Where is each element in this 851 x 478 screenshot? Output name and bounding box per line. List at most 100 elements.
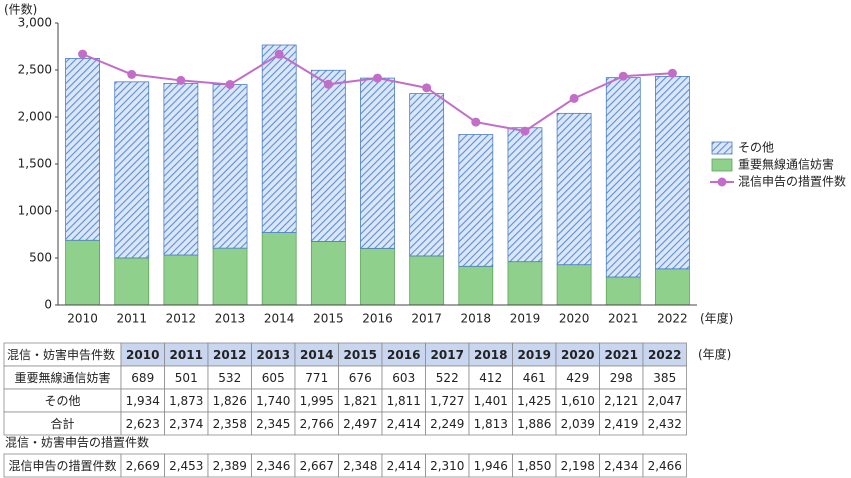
- table-cell-text: 412: [479, 371, 502, 385]
- table-cell-text: 1,934: [126, 394, 160, 408]
- table-cell-text: 2,432: [648, 417, 682, 431]
- table-cell-text: 合計: [50, 416, 74, 431]
- x-tick-label: 2010: [67, 312, 98, 326]
- table-header: 2012: [213, 348, 246, 362]
- table-header: 2020: [561, 348, 594, 362]
- bar-segment: [114, 257, 150, 306]
- table-cell-text: 1,813: [474, 417, 508, 431]
- table-cell-text: 1,821: [343, 394, 377, 408]
- bar-segment: [212, 247, 248, 306]
- table-header: 2021: [605, 348, 638, 362]
- table-cell-text: 2,667: [300, 459, 334, 473]
- table-cell-text: 532: [218, 371, 241, 385]
- line-marker: [127, 69, 137, 79]
- table-cell-text: 603: [392, 371, 415, 385]
- table-cell-text: 2,039: [561, 417, 595, 431]
- bar-segment: [409, 93, 445, 257]
- line-marker: [471, 117, 481, 127]
- legend-label: 混信申告の措置件数: [738, 174, 846, 189]
- table-header: 2011: [170, 348, 203, 362]
- table-cell-text: 1,826: [213, 394, 247, 408]
- table-header: 2016: [387, 348, 420, 362]
- bar-segment: [261, 44, 297, 233]
- legend-swatch: [711, 158, 733, 172]
- line-marker: [323, 79, 333, 89]
- table-cell-text: 2,345: [256, 417, 290, 431]
- line-marker: [569, 93, 579, 103]
- table-cell-text: 2,374: [169, 417, 203, 431]
- x-tick-label: 2017: [411, 312, 442, 326]
- line-marker: [373, 73, 382, 83]
- table-header: 2010: [126, 348, 159, 362]
- table: 混信・妨害申告件数 2010 2011 2012 2013 2014 2015 2016 201…: [3, 342, 731, 478]
- table-header: 2015: [344, 348, 377, 362]
- table-cell: [642, 453, 687, 478]
- bar-segment: [655, 75, 690, 270]
- line-marker: [176, 75, 186, 85]
- table-cell-text: 1,946: [474, 459, 508, 473]
- y-tick-label: 1,000: [18, 204, 52, 218]
- table-header: 2013: [257, 348, 290, 362]
- x-tick-label: 2014: [264, 312, 295, 326]
- table-cell-text: 1,995: [300, 394, 334, 408]
- x-tick-label: 2016: [362, 312, 393, 326]
- table-cell-text: 2,249: [430, 417, 464, 431]
- table-cell-text: 298: [610, 371, 633, 385]
- bar-segment: [360, 247, 395, 306]
- bar-segment: [114, 81, 150, 259]
- table-cell-text: 689: [131, 371, 154, 385]
- table-cell-text: 重要無線通信妨害: [14, 370, 110, 385]
- y-tick-label: 2,500: [18, 63, 52, 77]
- legend-label: 重要無線通信妨害: [738, 157, 834, 172]
- bar-segment: [310, 69, 346, 242]
- bar-segment: [65, 58, 100, 241]
- x-tick-label: 2011: [116, 312, 147, 326]
- table-cell-text: 501: [175, 371, 198, 385]
- table-cell-text: 1,850: [517, 459, 551, 473]
- table-cell-text: 771: [305, 371, 328, 385]
- x-tick-label: 2015: [313, 312, 344, 326]
- legend-swatch: [711, 141, 733, 155]
- x-tick-label: 2012: [166, 312, 197, 326]
- table-header: 2017: [431, 348, 464, 362]
- line-marker: [618, 71, 628, 81]
- table-unit: (年度): [698, 347, 731, 362]
- bar-segment: [458, 265, 494, 306]
- line-marker: [78, 49, 88, 59]
- x-tick-label: 2022: [657, 312, 688, 326]
- line-marker: [422, 83, 432, 93]
- line-marker: [520, 126, 530, 136]
- table-cell-text: 2,419: [604, 417, 638, 431]
- table-cell-text: 1,886: [517, 417, 551, 431]
- table-cell-text: 676: [349, 371, 372, 385]
- table-cell-text: 2,466: [648, 459, 682, 473]
- bar-segment: [409, 255, 445, 306]
- x-tick-label: 2020: [559, 312, 590, 326]
- table-cell-text: 2,198: [561, 459, 595, 473]
- table-cell-text: 1,811: [387, 394, 421, 408]
- table-header: 混信・妨害申告件数: [7, 347, 115, 362]
- table-section-title: 混信・妨害申告の措置件数: [5, 435, 149, 450]
- y-tick-label: 3,000: [18, 16, 52, 30]
- table-header: 2022: [648, 348, 681, 362]
- table-cell: [642, 411, 687, 436]
- bar-segment: [360, 77, 395, 249]
- table-cell-text: その他: [44, 394, 80, 408]
- bar-segment: [556, 112, 592, 266]
- bar-segment: [507, 261, 543, 306]
- y-tick-label: 500: [29, 251, 52, 265]
- line-marker: [274, 49, 284, 59]
- y-tick-label: 2,000: [18, 110, 52, 124]
- bar-segment: [507, 127, 543, 263]
- table-cell-text: 1,425: [517, 394, 551, 408]
- table-cell-text: 2,389: [213, 459, 247, 473]
- x-tick-label: 2021: [608, 312, 639, 326]
- x-tick-label: 2019: [510, 312, 541, 326]
- table-cell-text: 2,310: [430, 459, 464, 473]
- table-cell-text: 2,766: [300, 417, 334, 431]
- table-cell-text: 2,121: [604, 394, 638, 408]
- y-tick-label: 1,500: [18, 157, 52, 171]
- table-cell-text: 2,453: [169, 459, 203, 473]
